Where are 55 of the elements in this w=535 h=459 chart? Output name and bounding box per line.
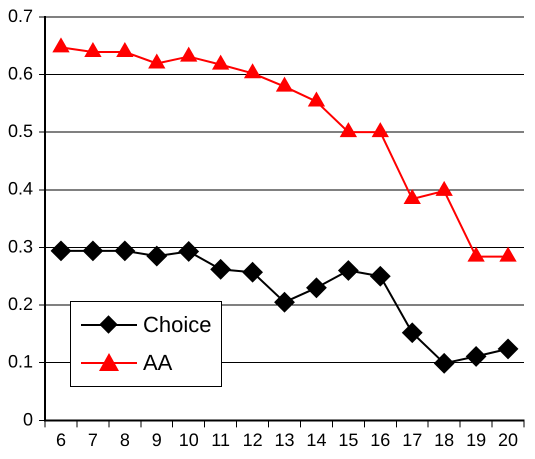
point <box>178 241 199 262</box>
point <box>498 338 518 359</box>
point <box>53 38 69 52</box>
y-tick-label: 0.1 <box>8 352 34 372</box>
point <box>148 54 165 69</box>
point <box>244 64 261 78</box>
point <box>404 190 420 204</box>
x-tick-label: 18 <box>434 430 454 450</box>
x-tick-label: 17 <box>402 430 422 450</box>
point <box>242 262 263 282</box>
x-tick-label: 6 <box>56 430 66 450</box>
point <box>372 123 388 138</box>
y-tick-label: 0.2 <box>8 294 34 314</box>
point <box>500 248 516 262</box>
x-tick-label: 15 <box>338 430 358 450</box>
x-tick-label: 12 <box>242 430 263 450</box>
x-tick-label: 11 <box>211 430 230 450</box>
x-tick-label: 20 <box>498 430 518 450</box>
y-tick-label: 0 <box>23 409 34 430</box>
point <box>436 182 452 196</box>
x-tick-label: 19 <box>466 430 486 450</box>
point <box>370 266 390 286</box>
point <box>146 246 167 266</box>
y-tick-label: 0.5 <box>8 121 34 142</box>
legend-label: AA <box>143 350 172 376</box>
point <box>276 78 292 92</box>
x-tick-label: 9 <box>152 430 162 450</box>
point <box>210 259 231 280</box>
point <box>466 346 486 366</box>
point <box>116 42 133 57</box>
point <box>84 42 101 57</box>
point <box>434 353 454 374</box>
point <box>340 123 356 138</box>
point <box>274 292 295 312</box>
point <box>50 240 71 261</box>
point <box>308 92 324 107</box>
y-tick-label: 0.6 <box>8 63 34 84</box>
legend-label: Choice <box>143 312 212 338</box>
y-tick-label: 0.4 <box>8 178 34 199</box>
x-tick-label: 8 <box>120 430 130 450</box>
point <box>306 278 326 298</box>
y-tick-label: 0.3 <box>8 236 34 256</box>
point <box>338 260 358 280</box>
point <box>212 56 229 70</box>
x-tick-label: 10 <box>178 430 199 450</box>
point <box>402 322 422 343</box>
point <box>114 240 135 261</box>
x-tick-label: 14 <box>306 430 326 450</box>
point <box>82 240 103 261</box>
x-tick-label: 13 <box>274 430 295 450</box>
y-tick-label: 0.7 <box>8 6 34 26</box>
x-tick-label: 7 <box>88 430 98 450</box>
x-tick-label: 16 <box>370 430 390 450</box>
point <box>180 48 197 62</box>
point <box>468 248 484 262</box>
